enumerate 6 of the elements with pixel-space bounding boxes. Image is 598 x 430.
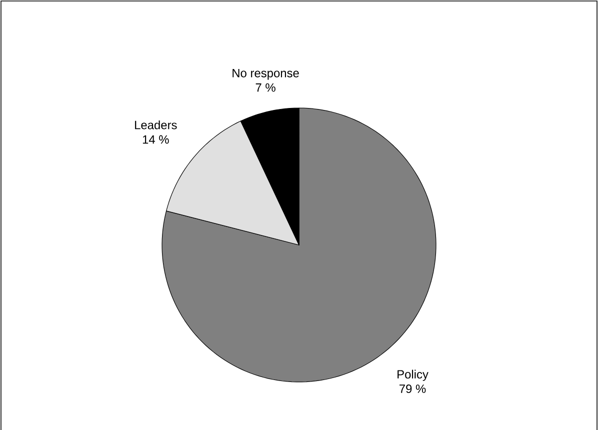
slice-label: No response <box>232 68 299 80</box>
slice-label: Policy <box>398 370 428 381</box>
data-label: 79 % <box>400 384 426 393</box>
slice-label: Leaders <box>135 120 177 130</box>
data-label: 7 % <box>256 83 276 92</box>
data-label: 14 % <box>142 135 169 144</box>
